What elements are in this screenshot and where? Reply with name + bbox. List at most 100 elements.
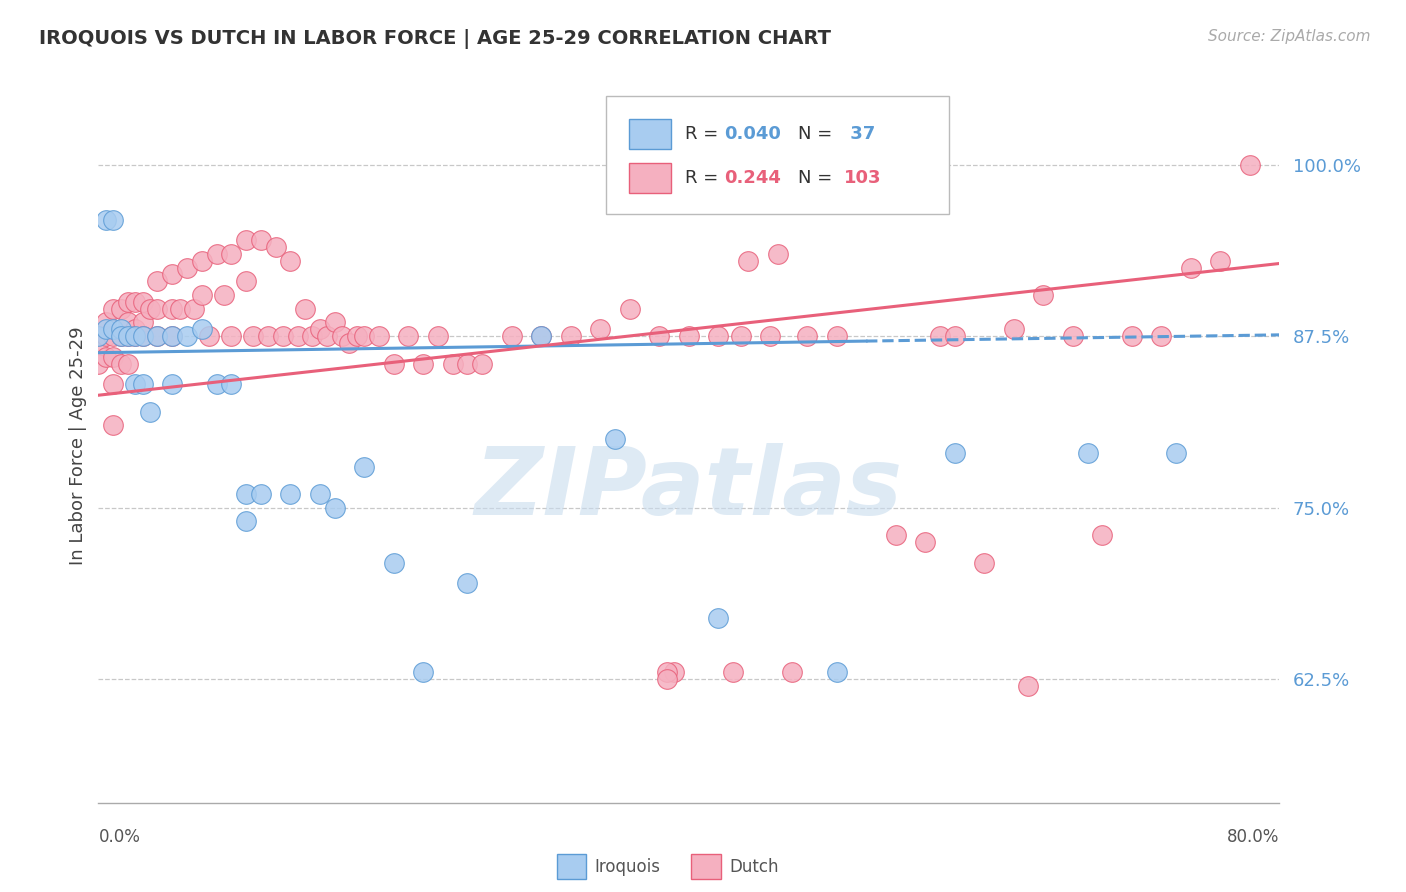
Point (323, 316, 346, 330)
Point (353, 459, 375, 474)
Point (146, 329, 169, 343)
Point (132, 329, 155, 343)
Point (103, 418, 125, 433)
Point (973, 556, 995, 570)
Point (1077, 446, 1099, 460)
Point (103, 350, 125, 364)
Point (132, 329, 155, 343)
Point (855, 158, 877, 172)
Point (1121, 329, 1143, 343)
Point (280, 487, 302, 501)
Point (132, 377, 155, 392)
Point (110, 329, 132, 343)
Point (132, 294, 155, 309)
Text: N =: N = (797, 169, 838, 187)
Point (191, 253, 214, 268)
Point (117, 294, 139, 309)
Point (250, 233, 273, 247)
Point (759, 329, 782, 343)
Point (530, 329, 553, 343)
Point (707, 610, 730, 624)
Point (162, 268, 183, 282)
Point (94, 350, 117, 364)
Point (655, 665, 678, 680)
Point (124, 294, 146, 309)
Point (766, 247, 789, 261)
Point (664, 665, 686, 680)
Text: 0.040: 0.040 (724, 125, 782, 143)
Point (914, 535, 936, 549)
Point (117, 329, 139, 343)
Point (1032, 288, 1054, 302)
Point (205, 377, 228, 392)
Point (235, 233, 257, 247)
Point (103, 212, 125, 227)
Point (117, 316, 139, 330)
Point (346, 329, 368, 343)
Point (94, 212, 117, 227)
Point (737, 253, 759, 268)
Point (929, 329, 952, 343)
Point (103, 322, 125, 336)
Point (271, 329, 294, 343)
Point (110, 301, 132, 316)
Point (1239, 158, 1261, 172)
Point (619, 301, 641, 316)
Point (235, 515, 257, 529)
Point (132, 316, 155, 330)
Point (782, 665, 804, 680)
Point (162, 301, 183, 316)
Point (382, 556, 405, 570)
Point (368, 329, 391, 343)
Point (382, 357, 405, 371)
Point (412, 665, 434, 680)
Point (471, 357, 494, 371)
Point (1180, 260, 1202, 275)
Point (235, 274, 257, 288)
Point (264, 240, 287, 254)
Point (501, 329, 523, 343)
Point (183, 301, 205, 316)
Point (825, 665, 848, 680)
Point (87, 336, 110, 351)
Point (162, 329, 183, 343)
Point (139, 301, 162, 316)
Point (943, 329, 966, 343)
Point (250, 487, 273, 501)
Text: Iroquois: Iroquois (595, 858, 661, 876)
Point (1091, 528, 1114, 542)
FancyBboxPatch shape (692, 855, 721, 880)
Point (294, 301, 316, 316)
Point (124, 329, 146, 343)
Point (339, 336, 361, 351)
Point (191, 322, 214, 336)
Point (427, 329, 450, 343)
Text: Dutch: Dutch (730, 858, 779, 876)
Text: 0.0%: 0.0% (98, 828, 141, 846)
Point (169, 301, 191, 316)
Point (103, 377, 125, 392)
Point (103, 301, 125, 316)
Text: 0.244: 0.244 (724, 169, 782, 187)
Point (242, 329, 264, 343)
Point (162, 377, 183, 392)
FancyBboxPatch shape (606, 96, 949, 214)
Point (353, 329, 375, 343)
Text: N =: N = (797, 125, 838, 143)
Point (796, 329, 818, 343)
Point (841, 158, 863, 172)
FancyBboxPatch shape (628, 120, 671, 149)
Y-axis label: In Labor Force | Age 25-29: In Labor Force | Age 25-29 (69, 326, 87, 566)
Point (825, 329, 848, 343)
Point (1062, 329, 1084, 343)
Point (301, 329, 323, 343)
Point (124, 322, 146, 336)
Point (110, 322, 132, 336)
Point (94, 316, 117, 330)
Point (605, 432, 627, 446)
Point (457, 576, 479, 591)
Text: R =: R = (685, 169, 724, 187)
Point (648, 329, 671, 343)
Text: R =: R = (685, 125, 724, 143)
Point (146, 301, 169, 316)
